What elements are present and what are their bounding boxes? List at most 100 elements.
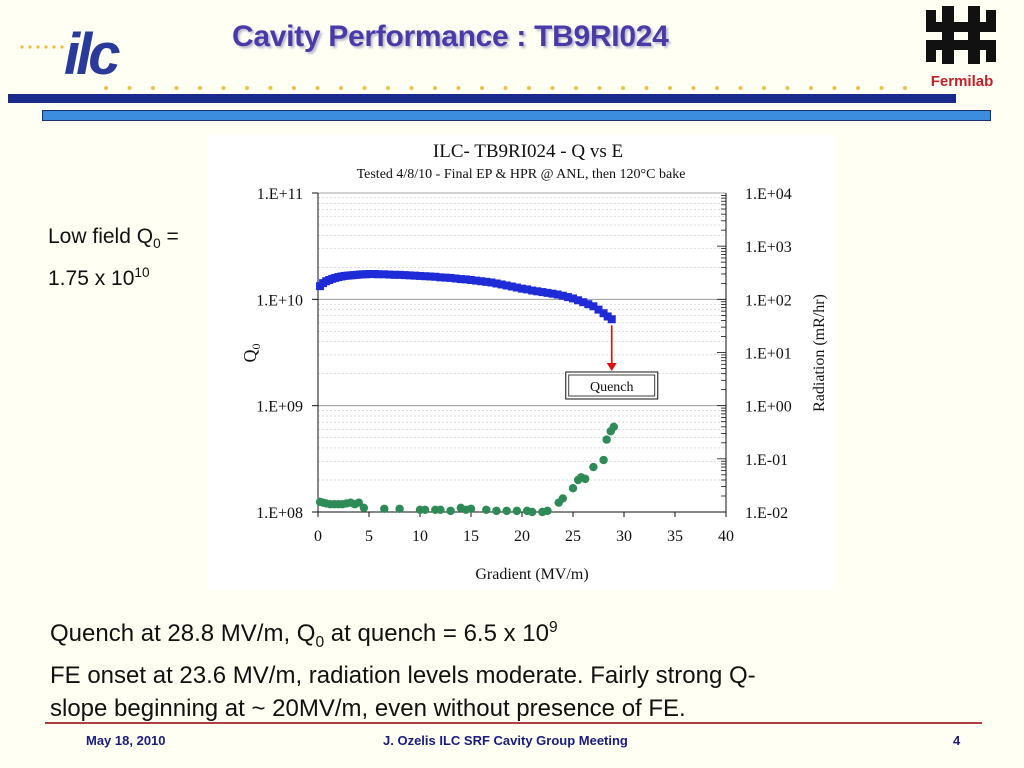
radiation-data-point [512, 506, 522, 516]
radiation-data-point [492, 506, 501, 516]
x-tick-label: 35 [667, 528, 683, 545]
x-axis-label: Gradient (MV/m) [475, 566, 588, 583]
chart-title: ILC- TB9RI024 - Q vs E [433, 141, 623, 162]
radiation-data-point [466, 504, 476, 513]
q0-data-point [558, 291, 567, 300]
summary-line1-sub: 0 [315, 633, 325, 651]
q0-data-point [390, 270, 399, 279]
radiation-data-point [543, 506, 552, 516]
tick-label-layer: 0 5 10 15 20 25 30 35 40 1.E+08 1.E+09 1.E+10 1.E+11… [256, 186, 792, 545]
q0-data-point [548, 289, 557, 298]
q0-data-point [553, 290, 562, 299]
x-tick-label: 25 [565, 528, 581, 545]
header-bar-secondary [42, 110, 991, 121]
radiation-data-point [602, 435, 611, 444]
note-line2-prefix: 1.75 x 10 [48, 267, 135, 291]
radiation-data-point [581, 474, 590, 484]
q0-data-point [497, 280, 506, 289]
q0-data-point [574, 296, 583, 305]
summary-line1-b: at quench = 6.5 x 10 [324, 620, 549, 647]
q0-data-point [374, 270, 383, 279]
fermilab-logo: Fermilab [912, 4, 1012, 92]
y-tick-label-left: 1.E+08 [256, 505, 303, 522]
q0-data-point [410, 271, 419, 280]
footer-date: May 18, 2010 [86, 733, 166, 748]
y-tick-label-left: 1.E+09 [256, 399, 303, 416]
radiation-data-point [482, 505, 491, 514]
q0-data-point [431, 272, 440, 281]
decorative-dot-row [100, 80, 920, 90]
radiation-data-point [609, 422, 618, 432]
x-tick-label: 20 [514, 528, 530, 545]
q0-data-point [446, 273, 455, 282]
svg-text:ilc: ilc [64, 22, 120, 84]
q0-data-point [400, 271, 409, 280]
chart-subtitle: Tested 4/8/10 - Final EP & HPR @ ANL, th… [357, 167, 686, 182]
q0-data-point [385, 270, 394, 279]
y-axis-label-left: Q0 [240, 344, 263, 363]
radiation-data-point [528, 507, 537, 517]
radiation-data-point [568, 484, 578, 493]
q0-data-point [380, 270, 389, 279]
summary-line3: slope beginning at ~ 20MV/m, even withou… [50, 694, 686, 722]
q0-data-point [518, 284, 526, 293]
q0-data-point [603, 312, 612, 321]
axis-layer [312, 192, 727, 517]
summary-text: Quench at 28.8 MV/m, Q0 at quench = 6.5 … [50, 611, 990, 725]
q0-data-point [436, 273, 445, 282]
footer-meeting: J. Ozelis ILC SRF Cavity Group Meeting [383, 733, 628, 748]
header-bar [8, 94, 956, 103]
radiation-data-point [359, 503, 369, 512]
q0-data-point [563, 293, 572, 302]
series-layer [315, 270, 618, 517]
y-tick-label-right: 1.E-01 [745, 452, 788, 469]
radiation-data-point [502, 506, 511, 516]
quench-label-box [565, 371, 659, 400]
low-field-q0-note: Low field Q0 = 1.75 x 1010 [48, 222, 179, 293]
q0-data-point [426, 272, 435, 281]
note-line2-sup: 10 [134, 265, 150, 281]
chart-panel: ILC- TB9RI024 - Q vs E Tested 4/8/10 - F… [208, 135, 834, 590]
radiation-data-point [380, 504, 389, 513]
annotation-layer: Quench [565, 325, 659, 400]
quench-label-box-inner [568, 374, 656, 397]
summary-line2: FE onset at 23.6 MV/m, radiation levels … [50, 661, 756, 689]
q0-data-point [569, 294, 577, 303]
q-vs-e-chart: ILC- TB9RI024 - Q vs E Tested 4/8/10 - F… [240, 141, 828, 583]
radiation-data-point [395, 504, 404, 513]
y-tick-label-right: 1.E+02 [745, 292, 792, 309]
radiation-data-point [354, 498, 363, 507]
y-tick-label-left: 1.E+10 [256, 292, 303, 309]
q0-data-point [472, 276, 481, 285]
y-tick-label-right: 1.E+01 [745, 346, 792, 363]
q0-data-point [441, 273, 450, 282]
y-tick-label-right: 1.E+00 [745, 399, 792, 416]
footer-rule [45, 722, 982, 724]
x-tick-label: 5 [365, 528, 373, 545]
summary-line1-sup: 9 [548, 619, 558, 636]
svg-text:Fermilab: Fermilab [931, 73, 994, 90]
q0-data-point [395, 270, 404, 279]
quench-arrow-head [606, 363, 617, 371]
q0-data-point [456, 275, 465, 284]
y-axis-label-right: Radiation (mR/hr) [811, 294, 828, 412]
radiation-data-point [599, 455, 608, 465]
slide-title: Cavity Performance : TB9RI024 [232, 20, 669, 53]
note-line1-prefix: Low field Q [48, 225, 154, 248]
q0-data-point [599, 309, 608, 318]
x-tick-label: 10 [412, 528, 428, 545]
q0-data-point [477, 277, 486, 286]
q0-data-point [467, 275, 475, 284]
q0-data-point [416, 271, 424, 280]
q0-data-point [523, 285, 532, 294]
radiation-data-point [420, 505, 430, 514]
q0-data-point [502, 281, 511, 290]
q0-data-point [421, 272, 430, 281]
radiation-data-point [446, 506, 455, 516]
q0-data-point [528, 286, 537, 295]
q0-data-point [492, 279, 501, 288]
q0-data-point [533, 287, 542, 296]
quench-label: Quench [590, 380, 634, 395]
x-tick-label: 30 [616, 528, 632, 545]
summary-line1-a: Quench at 28.8 MV/m, Q [50, 620, 316, 647]
